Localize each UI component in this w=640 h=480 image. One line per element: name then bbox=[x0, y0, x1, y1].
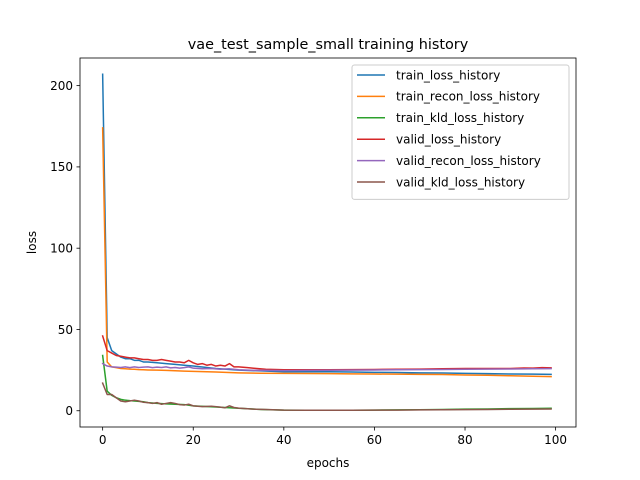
x-tick-label: 0 bbox=[99, 433, 107, 447]
x-tick-label: 100 bbox=[544, 433, 567, 447]
y-tick-label: 50 bbox=[58, 323, 73, 337]
x-tick-label: 60 bbox=[367, 433, 382, 447]
chart-title: vae_test_sample_small training history bbox=[188, 37, 469, 53]
series-line-train-recon-loss-history bbox=[101, 127, 552, 378]
x-tick-label: 80 bbox=[457, 433, 472, 447]
legend-label: train_recon_loss_history bbox=[396, 90, 540, 104]
y-tick-label: 150 bbox=[50, 160, 73, 174]
y-axis-ticks: 0 50 100 150 200 bbox=[50, 79, 80, 418]
y-tick-label: 200 bbox=[50, 79, 73, 93]
y-tick-label: 0 bbox=[65, 404, 73, 418]
legend-label: valid_kld_loss_history bbox=[396, 175, 525, 189]
y-axis-label: loss bbox=[25, 231, 39, 254]
series-line-valid-recon-loss-history bbox=[101, 362, 552, 372]
y-tick-label: 100 bbox=[50, 241, 73, 255]
series-line-train-loss-history bbox=[101, 73, 552, 376]
x-axis-ticks: 0 20 40 60 80 100 bbox=[99, 427, 567, 447]
legend-label: valid_recon_loss_history bbox=[396, 154, 541, 168]
x-tick-label: 20 bbox=[186, 433, 201, 447]
legend-label: train_kld_loss_history bbox=[396, 111, 524, 125]
plot-area bbox=[101, 73, 552, 412]
legend-label: train_loss_history bbox=[396, 68, 500, 82]
plot-frame bbox=[79, 57, 577, 428]
legend-box bbox=[351, 64, 570, 200]
x-tick-label: 40 bbox=[276, 433, 291, 447]
x-axis-label: epochs bbox=[307, 456, 350, 470]
series-line-valid-kld-loss-history bbox=[101, 382, 552, 412]
legend-label: valid_loss_history bbox=[396, 133, 501, 147]
chart-legend: train_loss_history train_recon_loss_histo… bbox=[351, 64, 570, 200]
series-line-valid-loss-history bbox=[101, 335, 552, 371]
